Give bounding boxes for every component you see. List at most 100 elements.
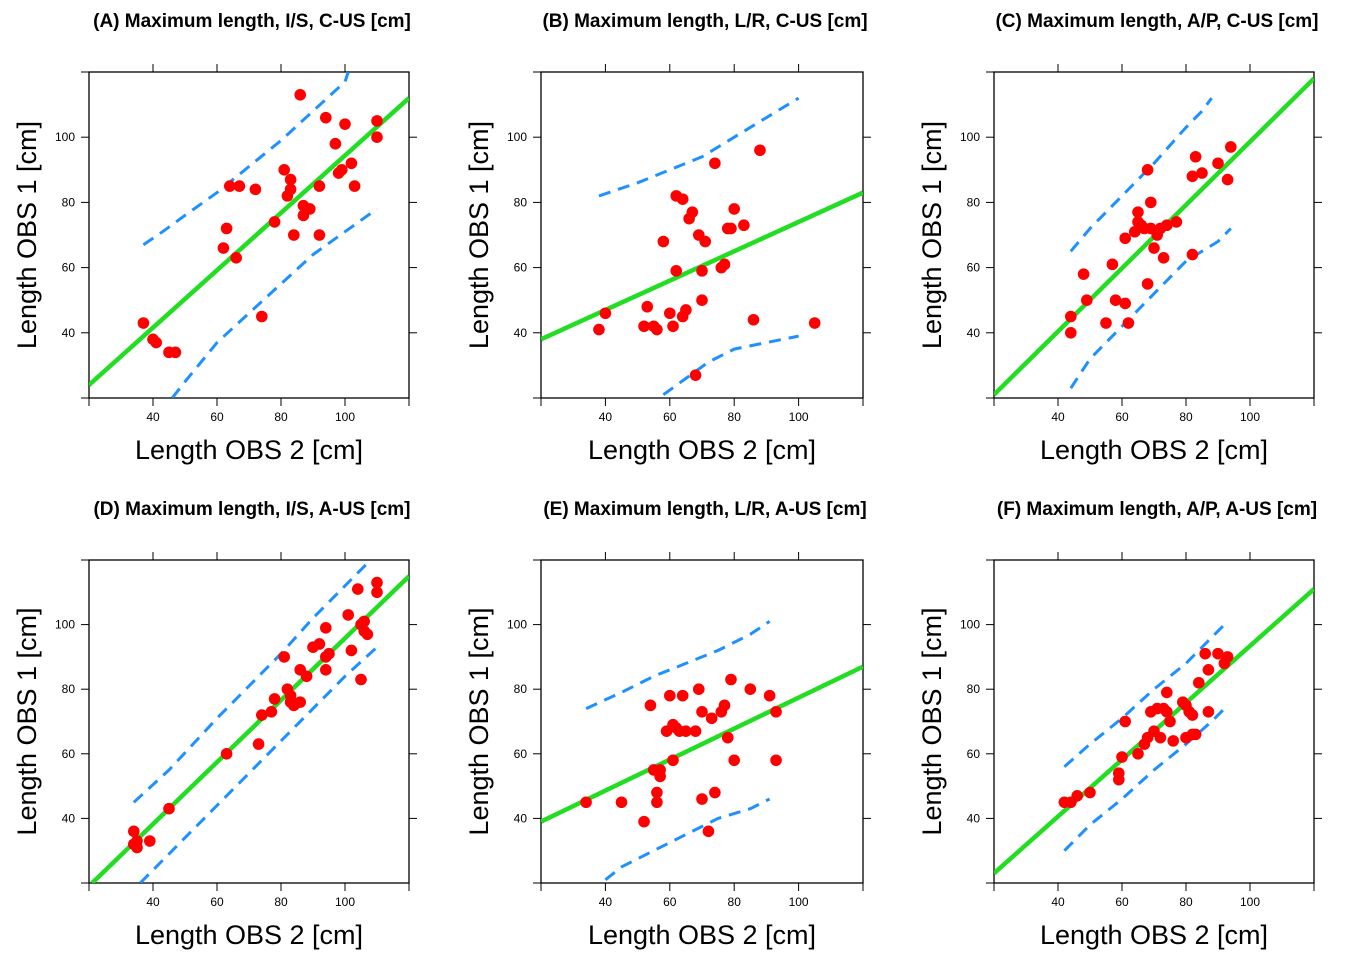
data-point bbox=[150, 336, 162, 349]
panel-b: (B) Maximum length, L/R, C-US [cm] 40 60 80… bbox=[464, 11, 871, 465]
data-point bbox=[676, 193, 689, 205]
x-tick-label: 40 bbox=[599, 895, 613, 909]
data-point bbox=[1170, 216, 1183, 228]
y-tick-label: 100 bbox=[507, 618, 527, 632]
y-tick-label: 40 bbox=[62, 326, 76, 340]
data-point bbox=[1065, 327, 1077, 339]
data-point bbox=[1212, 157, 1224, 170]
x-tick-label: 80 bbox=[274, 895, 288, 909]
data-point bbox=[644, 699, 657, 712]
data-point bbox=[657, 235, 670, 248]
data-point bbox=[329, 137, 342, 150]
data-point bbox=[1202, 706, 1215, 718]
x-tick-label: 100 bbox=[1240, 410, 1260, 424]
data-point bbox=[249, 183, 262, 196]
data-point bbox=[220, 748, 233, 760]
data-point bbox=[320, 622, 332, 634]
data-point bbox=[1189, 150, 1202, 163]
data-point bbox=[1100, 317, 1112, 329]
data-point bbox=[1119, 232, 1131, 245]
data-point bbox=[300, 670, 313, 683]
data-point bbox=[323, 647, 335, 660]
data-point bbox=[705, 712, 718, 725]
prediction-band-lower bbox=[171, 207, 378, 398]
data-point bbox=[689, 725, 702, 737]
panel-title: (B) Maximum length, L/R, C-US [cm] bbox=[542, 11, 867, 32]
data-point bbox=[770, 754, 782, 767]
data-point bbox=[763, 689, 776, 702]
prediction-band-upper bbox=[585, 620, 771, 710]
y-tick-label: 100 bbox=[960, 130, 980, 144]
data-point bbox=[255, 709, 268, 721]
data-point bbox=[1186, 709, 1199, 721]
data-point bbox=[1122, 317, 1135, 329]
data-point bbox=[336, 164, 348, 176]
data-point bbox=[664, 307, 676, 320]
data-point bbox=[680, 304, 692, 316]
x-tick-label: 100 bbox=[335, 895, 355, 909]
data-point bbox=[313, 638, 326, 650]
data-point bbox=[371, 115, 383, 127]
panel-e: (E) Maximum length, L/R, A-US [cm] 40 60 80… bbox=[464, 499, 871, 950]
y-tick-label: 60 bbox=[967, 261, 981, 275]
data-point bbox=[288, 229, 300, 241]
x-axis-label: Length OBS 2 [cm] bbox=[135, 920, 363, 950]
data-point bbox=[638, 815, 650, 828]
data-point bbox=[696, 706, 708, 718]
data-point bbox=[294, 696, 307, 708]
data-point bbox=[1161, 686, 1173, 699]
data-point bbox=[1119, 715, 1131, 728]
y-tick-label: 60 bbox=[967, 747, 981, 761]
panel-title: (D) Maximum length, I/S, A-US [cm] bbox=[93, 499, 410, 520]
data-point bbox=[1161, 219, 1173, 232]
x-tick-label: 60 bbox=[210, 410, 224, 424]
y-tick-label: 60 bbox=[62, 747, 76, 761]
data-point bbox=[220, 222, 233, 235]
data-point bbox=[1116, 751, 1128, 763]
data-point bbox=[696, 294, 708, 307]
y-tick-label: 40 bbox=[967, 326, 981, 340]
data-point bbox=[1199, 647, 1211, 660]
data-point bbox=[692, 683, 705, 695]
x-tick-label: 100 bbox=[1240, 895, 1260, 909]
data-point bbox=[163, 802, 175, 815]
data-point bbox=[217, 242, 230, 254]
data-point bbox=[361, 628, 374, 641]
panel-title: (A) Maximum length, I/S, C-US [cm] bbox=[93, 11, 411, 32]
x-tick-label: 80 bbox=[274, 410, 288, 424]
y-tick-label: 80 bbox=[967, 195, 981, 209]
plot-frame bbox=[88, 71, 410, 399]
y-tick-label: 100 bbox=[960, 618, 980, 632]
panel-title: (C) Maximum length, A/P, C-US [cm] bbox=[995, 11, 1318, 32]
plot-frame bbox=[540, 71, 864, 399]
prediction-band-lower bbox=[139, 646, 379, 883]
data-point bbox=[252, 738, 265, 750]
prediction-band-upper bbox=[598, 96, 800, 198]
x-axis-label: Length OBS 2 [cm] bbox=[1040, 920, 1268, 950]
data-point bbox=[1106, 258, 1119, 271]
data-point bbox=[1225, 141, 1237, 153]
plot-area bbox=[994, 587, 1314, 875]
y-axis-label: Length OBS 1 [cm] bbox=[12, 121, 42, 349]
data-point bbox=[676, 689, 689, 702]
data-point bbox=[1132, 748, 1144, 760]
data-point bbox=[680, 725, 692, 737]
data-point bbox=[754, 144, 766, 157]
y-tick-label: 40 bbox=[514, 811, 528, 825]
data-point bbox=[320, 111, 332, 124]
data-point bbox=[580, 796, 592, 809]
data-point bbox=[699, 235, 712, 248]
panel-c: (C) Maximum length, A/P, C-US [cm] 40 60 80… bbox=[917, 11, 1322, 465]
data-point bbox=[352, 583, 364, 595]
panel-title: (F) Maximum length, A/P, A-US [cm] bbox=[997, 499, 1317, 520]
y-tick-label: 100 bbox=[55, 618, 75, 632]
data-point bbox=[284, 183, 297, 196]
x-tick-label: 40 bbox=[146, 895, 160, 909]
data-point bbox=[709, 157, 721, 170]
data-point bbox=[638, 320, 650, 333]
data-point bbox=[702, 825, 715, 838]
panel-title: (E) Maximum length, L/R, A-US [cm] bbox=[543, 499, 866, 520]
prediction-band-lower bbox=[662, 334, 799, 396]
data-point bbox=[1164, 715, 1176, 728]
data-point bbox=[255, 310, 268, 323]
